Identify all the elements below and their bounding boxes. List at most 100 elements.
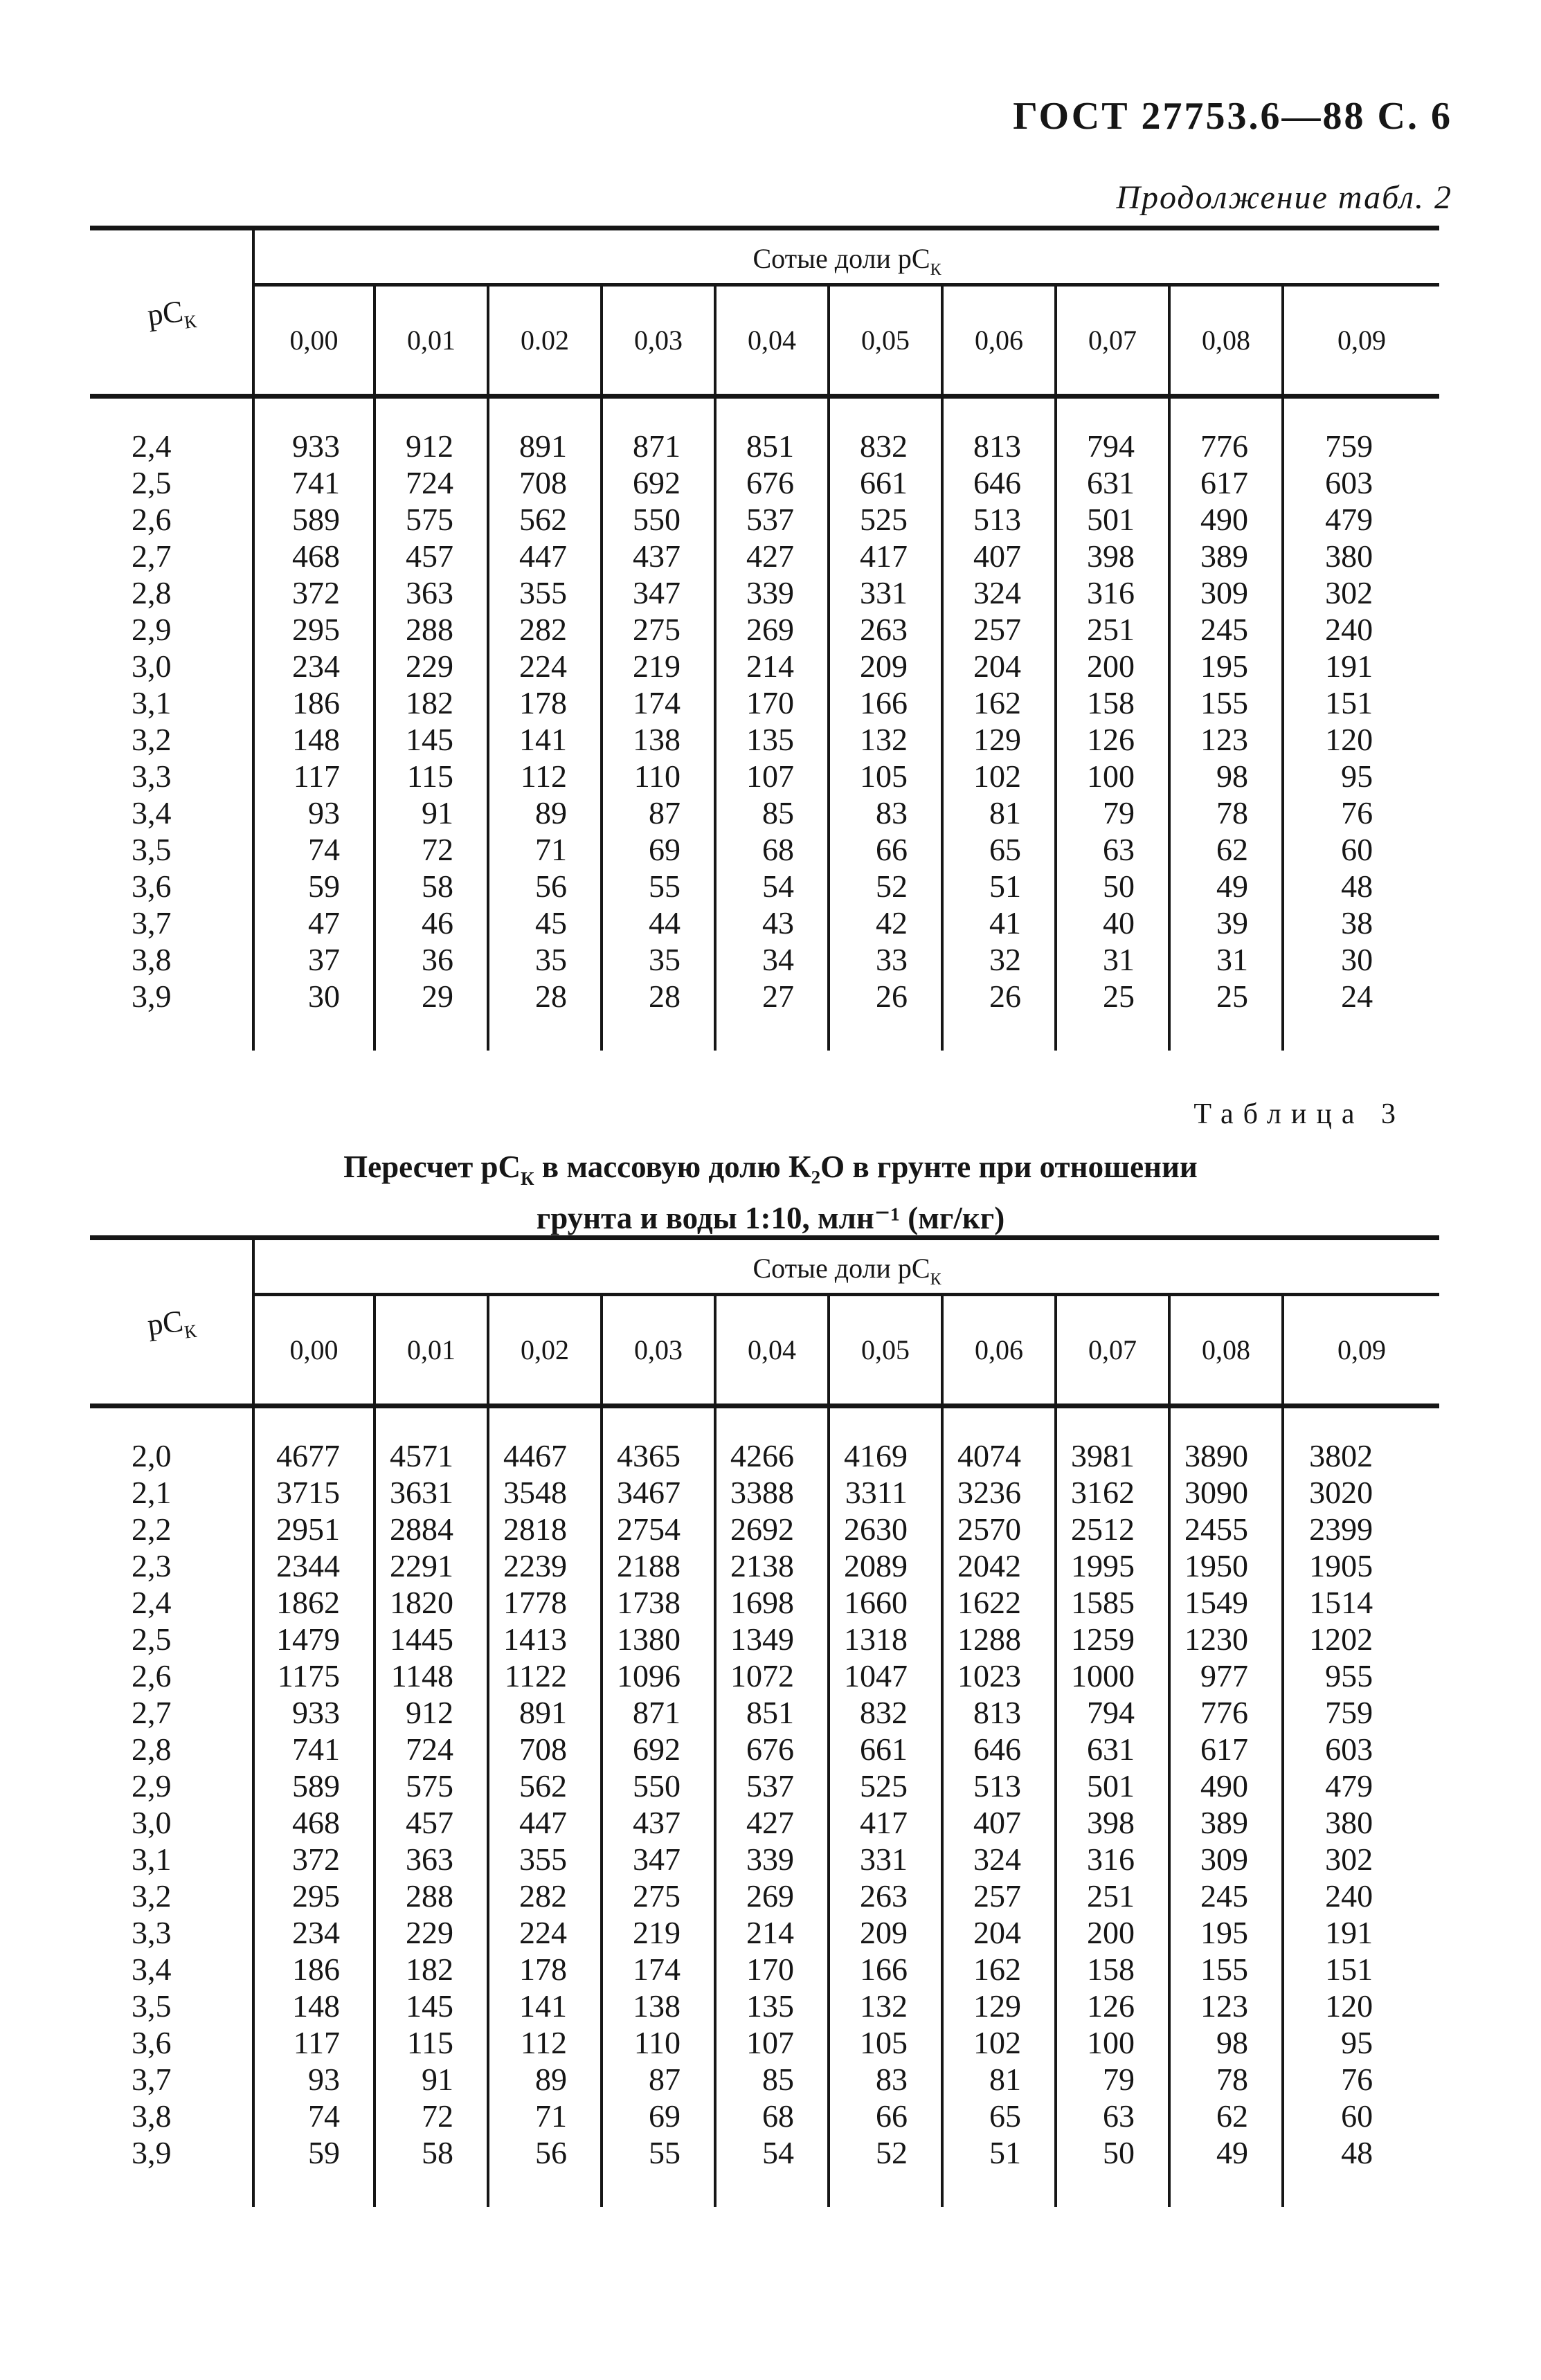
value-cell: 68 bbox=[714, 2098, 829, 2134]
value-cell: 589 bbox=[252, 1768, 375, 1804]
table2-span-header-row: рСК Сотые доли рСК bbox=[90, 228, 1440, 397]
value-cell: 617 bbox=[1168, 464, 1283, 501]
value-cell: 60 bbox=[1281, 2098, 1440, 2134]
value-cell: 31 bbox=[1168, 941, 1283, 978]
value-cell: 76 bbox=[1281, 794, 1440, 831]
column-header: 0,02 bbox=[487, 1294, 602, 1406]
value-cell: 3090 bbox=[1168, 1474, 1283, 1511]
table-row: 2,4 1862 1820 1778 1738 1698 1660 1622 1585 1549 1… bbox=[90, 1584, 1440, 1621]
value-cell: 89 bbox=[487, 794, 602, 831]
value-cell: 132 bbox=[827, 721, 942, 758]
value-cell: 513 bbox=[941, 501, 1056, 538]
value-cell: 324 bbox=[941, 574, 1056, 611]
value-cell: 347 bbox=[600, 1841, 715, 1878]
value-cell: 52 bbox=[827, 868, 942, 905]
table-row: 2,2 2951 2884 2818 2754 2692 2630 2570 2512 2455 2… bbox=[90, 1511, 1440, 1547]
value-cell: 389 bbox=[1168, 1804, 1283, 1841]
hanging-rule-cell bbox=[714, 2171, 829, 2207]
value-cell: 66 bbox=[827, 2098, 942, 2134]
row-label-cell: 3,5 bbox=[132, 832, 172, 867]
value-cell: 56 bbox=[487, 2134, 602, 2171]
value-cell: 110 bbox=[600, 2024, 715, 2061]
value-cell: 145 bbox=[373, 721, 488, 758]
value-cell: 3236 bbox=[941, 1474, 1056, 1511]
row-label-cell: 2,5 bbox=[132, 465, 172, 500]
value-cell: 437 bbox=[600, 1804, 715, 1841]
row-label-cell: 2,3 bbox=[132, 1548, 172, 1583]
value-cell: 56 bbox=[487, 868, 602, 905]
value-cell: 4074 bbox=[941, 1406, 1056, 1474]
value-cell: 49 bbox=[1168, 868, 1283, 905]
value-cell: 457 bbox=[373, 1804, 488, 1841]
value-cell: 174 bbox=[600, 1951, 715, 1988]
value-cell: 105 bbox=[827, 2024, 942, 2061]
value-cell: 26 bbox=[941, 978, 1056, 1015]
value-cell: 708 bbox=[487, 1731, 602, 1768]
value-cell: 708 bbox=[487, 464, 602, 501]
value-cell: 55 bbox=[600, 2134, 715, 2171]
value-cell: 200 bbox=[1054, 1914, 1169, 1951]
value-cell: 537 bbox=[714, 501, 829, 538]
value-cell: 794 bbox=[1054, 396, 1169, 464]
table2-span-header: Сотые доли рСК bbox=[253, 228, 1440, 287]
value-cell: 54 bbox=[714, 2134, 829, 2171]
value-cell: 355 bbox=[487, 574, 602, 611]
value-cell: 68 bbox=[714, 831, 829, 868]
value-cell: 126 bbox=[1054, 1988, 1169, 2024]
value-cell: 3548 bbox=[487, 1474, 602, 1511]
column-header: 0,07 bbox=[1054, 1294, 1169, 1406]
table-row: 3,0 234 229 224 219 214 209 204 200 195 191 bbox=[90, 648, 1440, 684]
table-row: 3,8 37 36 35 35 34 33 32 31 31 30 bbox=[90, 941, 1440, 978]
value-cell: 234 bbox=[252, 648, 375, 684]
table3-header: рСК Сотые доли рСК 0,00 0,01 0,02 0,03 0… bbox=[90, 1237, 1440, 1406]
value-cell: 93 bbox=[252, 2061, 375, 2098]
value-cell: 81 bbox=[941, 794, 1056, 831]
value-cell: 2692 bbox=[714, 1511, 829, 1547]
value-cell: 851 bbox=[714, 1694, 829, 1731]
table-row: 2,6 589 575 562 550 537 525 513 501 490 479 bbox=[90, 501, 1440, 538]
column-header: 0,05 bbox=[827, 1294, 942, 1406]
column-header: 0,00 bbox=[289, 325, 339, 356]
table2-continuation-caption: Продолжение табл. 2 bbox=[1116, 179, 1452, 216]
value-cell: 41 bbox=[941, 905, 1056, 941]
value-cell: 490 bbox=[1168, 501, 1283, 538]
row-label-cell: 3,3 bbox=[132, 1915, 172, 1950]
hanging-rule-cell bbox=[600, 2171, 715, 2207]
value-cell: 302 bbox=[1281, 1841, 1440, 1878]
value-cell: 50 bbox=[1054, 2134, 1169, 2171]
value-cell: 102 bbox=[941, 758, 1056, 794]
value-cell: 54 bbox=[714, 868, 829, 905]
value-cell: 29 bbox=[373, 978, 488, 1015]
value-cell: 562 bbox=[487, 1768, 602, 1804]
value-cell: 3631 bbox=[373, 1474, 488, 1511]
value-cell: 1698 bbox=[714, 1584, 829, 1621]
value-cell: 110 bbox=[600, 758, 715, 794]
table-row: 3,5 148 145 141 138 135 132 129 126 123 120 bbox=[90, 1988, 1440, 2024]
row-label-cell: 3,5 bbox=[132, 1988, 172, 2024]
value-cell: 1905 bbox=[1281, 1547, 1440, 1584]
hanging-rule-cell bbox=[90, 1015, 253, 1051]
column-header: 0,00 bbox=[289, 1334, 339, 1365]
value-cell: 34 bbox=[714, 941, 829, 978]
value-cell: 1995 bbox=[1054, 1547, 1169, 1584]
value-cell: 31 bbox=[1054, 941, 1169, 978]
table3-span-header: Сотые доли рСК bbox=[253, 1237, 1440, 1296]
value-cell: 209 bbox=[827, 1914, 942, 1951]
value-cell: 240 bbox=[1281, 611, 1440, 648]
value-cell: 288 bbox=[373, 1878, 488, 1914]
value-cell: 417 bbox=[827, 1804, 942, 1841]
doc-reference: ГОСТ 27753.6—88 С. 6 bbox=[1013, 95, 1452, 138]
value-cell: 112 bbox=[487, 758, 602, 794]
table3-title: Пересчет рСК в массовую долю К₂О в грунт… bbox=[96, 1143, 1445, 1242]
value-cell: 186 bbox=[252, 1951, 375, 1988]
value-cell: 95 bbox=[1281, 758, 1440, 794]
table-row: 3,2 295 288 282 275 269 263 257 251 245 240 bbox=[90, 1878, 1440, 1914]
value-cell: 81 bbox=[941, 2061, 1056, 2098]
value-cell: 219 bbox=[600, 648, 715, 684]
table2-body: 2,4 933 912 891 871 851 832 813 794 776 759 2,5 741 7… bbox=[90, 396, 1440, 1051]
value-cell: 148 bbox=[252, 721, 375, 758]
value-cell: 437 bbox=[600, 538, 715, 574]
value-cell: 191 bbox=[1281, 1914, 1440, 1951]
row-label-cell: 2,9 bbox=[132, 1768, 172, 1804]
value-cell: 407 bbox=[941, 538, 1056, 574]
